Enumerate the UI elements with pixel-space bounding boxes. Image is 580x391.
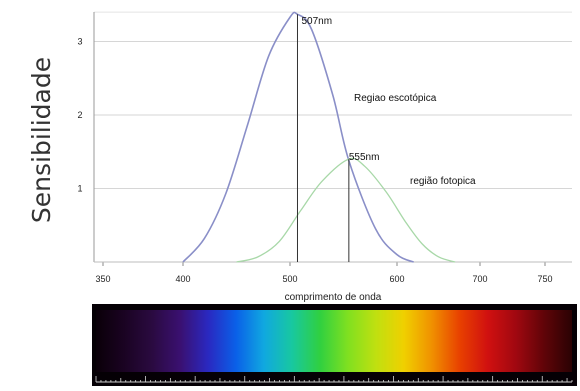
spectrum-ruler bbox=[95, 376, 573, 383]
spectrum-strip bbox=[92, 304, 577, 386]
y-tick-label-1: 1 bbox=[77, 184, 82, 194]
gridlines bbox=[94, 11, 572, 189]
series-label-fotopica: região fotopica bbox=[410, 176, 476, 187]
series-label-escotopica: Regiao escotópica bbox=[354, 93, 437, 104]
x-tick-label-750: 750 bbox=[537, 274, 552, 284]
spectrum-gradient bbox=[96, 310, 572, 372]
peak-label-507: 507nm bbox=[301, 16, 332, 27]
peak-markers: 507nm 555nm bbox=[296, 14, 380, 262]
x-tick-label-700: 700 bbox=[472, 274, 487, 284]
x-tick-labels: 350 400 500 600 700 750 bbox=[95, 262, 553, 284]
y-tick-labels: 1 2 3 bbox=[77, 37, 82, 194]
y-tick-label-2: 2 bbox=[77, 110, 82, 120]
x-axis-label: comprimento de onda bbox=[285, 292, 382, 303]
x-tick-label-600: 600 bbox=[389, 274, 404, 284]
y-axis-label: Sensibilidade bbox=[27, 57, 56, 223]
series-line-escotopica bbox=[182, 11, 414, 263]
x-tick-label-350: 350 bbox=[95, 274, 110, 284]
x-tick-label-400: 400 bbox=[175, 274, 190, 284]
y-tick-label-3: 3 bbox=[77, 37, 82, 47]
x-tick-label-500: 500 bbox=[282, 274, 297, 284]
series-line-fotopica bbox=[236, 157, 456, 263]
series-layer bbox=[182, 11, 456, 263]
peak-label-555: 555nm bbox=[349, 152, 380, 163]
